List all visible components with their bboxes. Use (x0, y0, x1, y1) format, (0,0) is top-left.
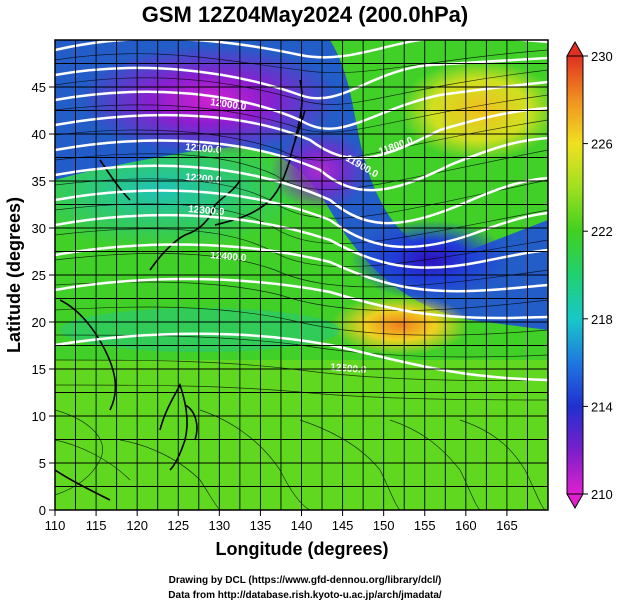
colorbar-top-arrow (566, 40, 584, 57)
credit-data: Data from http://database.rish.kyoto-u.a… (168, 590, 442, 601)
x-tick-label: 145 (332, 518, 354, 533)
y-tick-label: 10 (32, 409, 46, 424)
y-tick-label: 20 (32, 315, 46, 330)
y-tick-label: 5 (39, 456, 46, 471)
x-tick-label: 120 (126, 518, 148, 533)
contour-label: 12300.0 (188, 204, 225, 218)
x-tick-label: 140 (291, 518, 313, 533)
y-tick-label: 45 (32, 80, 46, 95)
x-tick-label: 130 (208, 518, 230, 533)
colorbar-tick-label: 210 (591, 487, 613, 502)
colorbar-ticks: 210 214 218 222 226 230 (583, 49, 613, 502)
x-tick-label: 165 (496, 518, 518, 533)
colorbar-tick-label: 218 (591, 312, 613, 327)
y-tick-label: 40 (32, 127, 46, 142)
x-tick-label: 150 (373, 518, 395, 533)
warm-region-east (330, 295, 470, 355)
x-axis-ticks: 110 115 120 125 130 135 140 145 150 155 160 165 (45, 510, 518, 533)
colorbar-bottom-arrow (566, 493, 584, 510)
chart-title: GSM 12Z04May2024 (200.0hPa) (142, 2, 469, 27)
y-tick-label: 0 (39, 503, 46, 518)
y-tick-label: 15 (32, 362, 46, 377)
colorbar: 210 214 218 222 226 230 (566, 40, 613, 510)
colorbar-tick-label: 214 (591, 399, 613, 414)
colorbar-tick-label: 222 (591, 224, 613, 239)
y-tick-label: 35 (32, 174, 46, 189)
x-tick-label: 125 (167, 518, 189, 533)
y-axis-ticks: 0 5 10 15 20 25 30 35 40 45 (32, 80, 55, 518)
colorbar-tick-label: 230 (591, 49, 613, 64)
x-tick-label: 160 (455, 518, 477, 533)
x-axis-label: Longitude (degrees) (215, 539, 388, 559)
x-tick-label: 115 (86, 518, 107, 533)
colorbar-body (566, 55, 584, 495)
contour-label: 12100.0 (185, 142, 222, 156)
x-tick-label: 110 (45, 518, 66, 533)
y-axis-label: Latitude (degrees) (4, 197, 24, 353)
plot-area: 12000.0 12100.0 12200.0 12300.0 12400.0 … (55, 40, 548, 510)
teal-belt-south (60, 308, 340, 352)
x-tick-label: 135 (250, 518, 272, 533)
grid-lines (55, 40, 548, 510)
contour-label: 12200.0 (185, 172, 222, 186)
x-tick-label: 155 (414, 518, 436, 533)
y-tick-label: 30 (32, 221, 46, 236)
y-tick-label: 25 (32, 268, 46, 283)
colorbar-tick-label: 226 (591, 137, 613, 152)
credit-drawing: Drawing by DCL (https://www.gfd-dennou.o… (169, 575, 442, 586)
